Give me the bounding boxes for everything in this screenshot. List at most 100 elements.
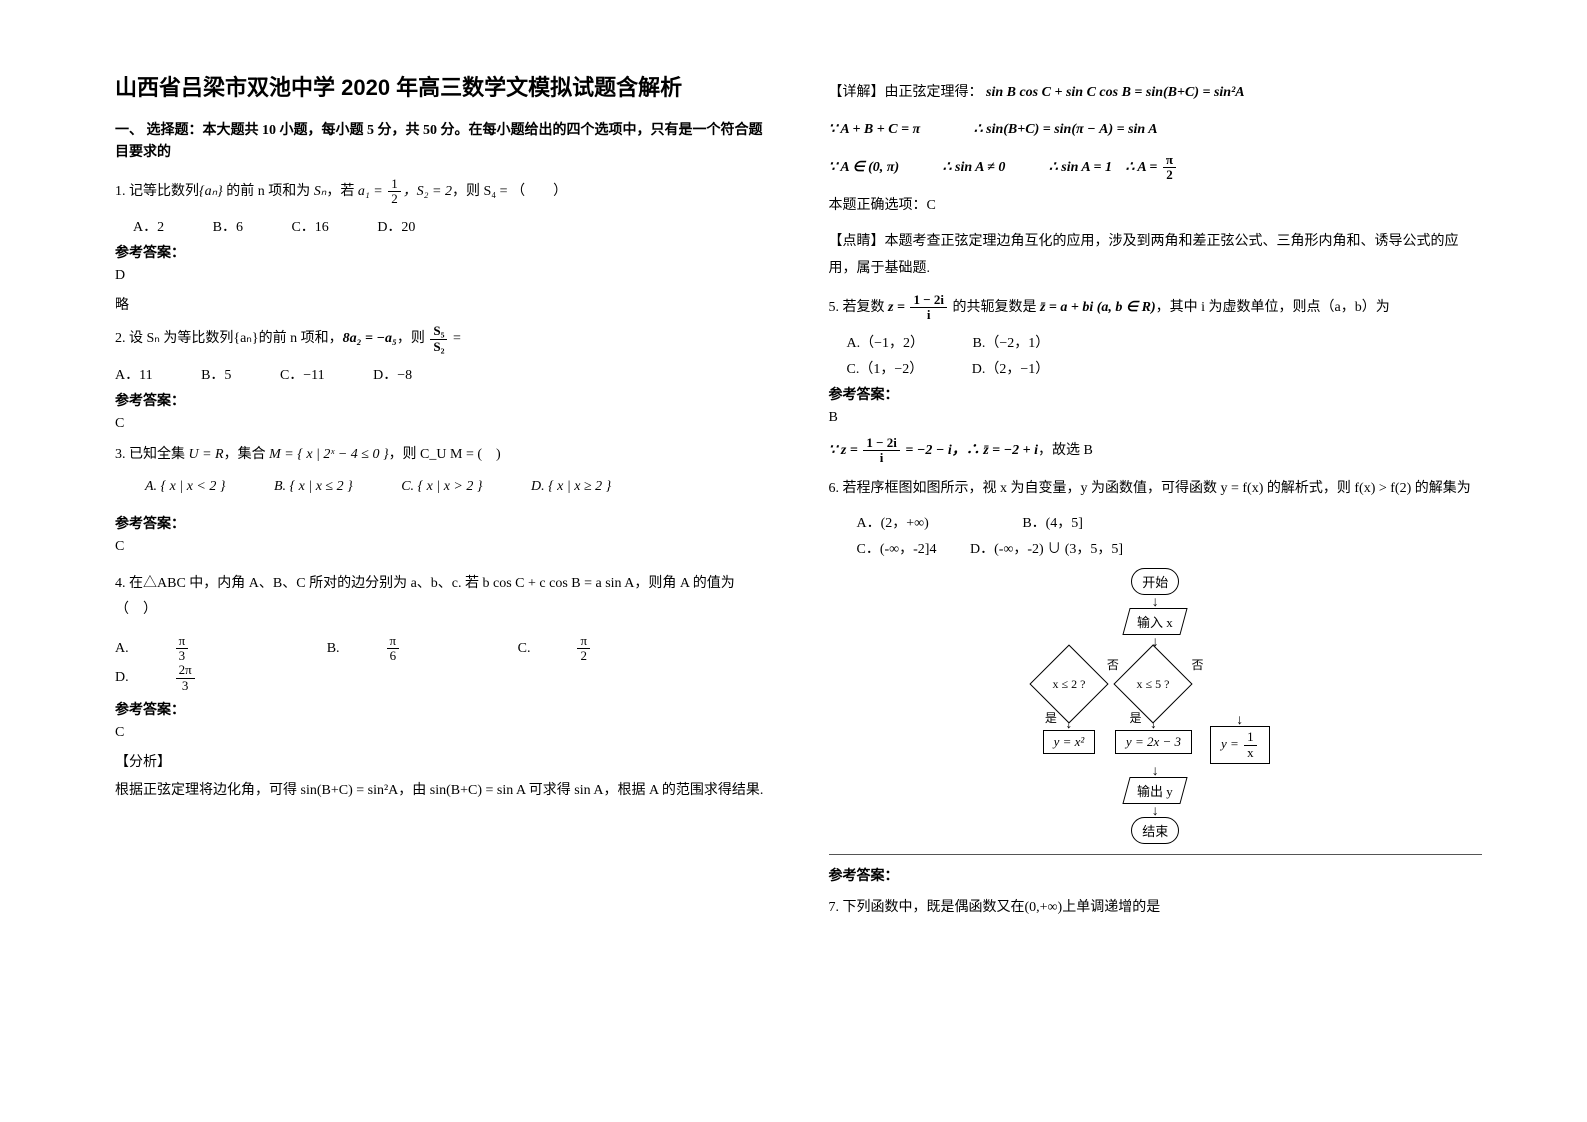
q1-a1-frac: 12 — [388, 177, 401, 207]
q6-options-row1: A．(2，+∞) B．(4，5] — [829, 512, 1483, 532]
fc-decision-row: x ≤ 2 ? 否 是 ↓ y = x² x ≤ 5 ? 否 是 ↓ y = 2… — [1015, 648, 1295, 767]
q4-optD: D. 2π3 — [115, 663, 285, 693]
q1-a1-label: a₁ = — [358, 184, 383, 199]
section-1-heading: 一、 选择题：本大题共 10 小题，每小题 5 分，共 50 分。在每小题给出的… — [115, 120, 769, 165]
q4d-l2a: ∵ A + B + C = π — [829, 122, 921, 137]
q4-detail-line2: ∵ A + B + C = π ∴ sin(B+C) = sin(π − A) … — [829, 117, 1483, 144]
q2-frac: S₅S₂ — [430, 324, 447, 354]
q3-m: M = { x | 2ˣ − 4 ≤ 0 } — [269, 447, 388, 462]
q2-options: A．11 B．5 C．−11 D．−8 — [115, 364, 769, 384]
fc-yes-label: 是 — [1129, 709, 1141, 726]
q3-end: ，则 C_U M = ( ) — [389, 447, 501, 462]
q2-eq1: 8a₂ = −a₅ — [343, 331, 397, 346]
q4-analysis: 根据正弦定理将边化角，可得 sin(B+C) = sin²A，由 sin(B+C… — [115, 777, 769, 805]
q4-answer: C — [115, 725, 769, 741]
q4-analysis-label: 【分析】 — [115, 751, 769, 771]
q3-optA: A. { x | x < 2 } — [145, 479, 225, 495]
fc-end: 结束 — [1131, 817, 1179, 844]
q2-eq-suffix: = — [449, 331, 460, 346]
q2-mid: ，则 — [397, 331, 429, 346]
q6-stem: 6. 若程序框图如图所示，视 x 为自变量，y 为函数值，可得函数 y = f(… — [829, 481, 1471, 496]
q4-answer-label: 参考答案： — [115, 699, 769, 719]
q5-work-end: ，故选 B — [1038, 443, 1093, 458]
q3-pre: 3. 已知全集 — [115, 447, 189, 462]
q4d-tip: 【点睛】本题考查正弦定理边角互化的应用，涉及到两角和差正弦公式、三角形内角和、诱… — [829, 229, 1483, 282]
q6-options-row2: C．(-∞，-2]4 D．(-∞，-2) ∪ (3，5，5] — [829, 538, 1483, 558]
divider — [829, 854, 1483, 855]
q3-answer: C — [115, 539, 769, 555]
q4d-label: 【详解】由正弦定理得： — [829, 85, 983, 100]
q6-optC: C．(-∞，-2]4 — [857, 538, 937, 558]
fc-no-label: 否 — [1191, 656, 1203, 673]
q5-optA: A.（−1，2） — [847, 332, 925, 352]
q5-zbar: z̄ = a + bi (a, b ∈ R) — [1040, 300, 1156, 315]
q4-optB: B. π6 — [327, 634, 489, 664]
q1-stem-pre: 1. 记等比数列 — [115, 184, 199, 199]
fc-box2: y = 2x − 3 — [1115, 730, 1192, 754]
question-5: 5. 若复数 z = 1 − 2ii 的共轭复数是 z̄ = a + bi (a… — [829, 293, 1483, 323]
q4-options: A. π3 B. π6 C. π2 D. 2π3 — [115, 634, 769, 693]
q3-optD: D. { x | x ≥ 2 } — [531, 479, 611, 495]
fc-input: 输入 x — [1123, 608, 1188, 635]
q5-work-frac: 1 − 2ii — [863, 436, 900, 466]
q5-pre: 5. 若复数 — [829, 300, 889, 315]
q5-options-row2: C.（1，−2） D.（2，−1） — [829, 358, 1483, 378]
q1-note: 略 — [115, 294, 769, 314]
q4d-l3a: ∵ A ∈ (0, π) — [829, 160, 900, 175]
q3-options: A. { x | x < 2 } B. { x | x ≤ 2 } C. { x… — [115, 479, 769, 495]
fc-col-1: x ≤ 2 ? 否 是 ↓ y = x² — [1041, 648, 1097, 757]
question-3: 3. 已知全集 U = R，集合 M = { x | 2ˣ − 4 ≤ 0 }，… — [115, 442, 769, 469]
q5-work-pre: ∵ z = — [829, 443, 862, 458]
fc-cond1: x ≤ 2 ? — [1029, 645, 1108, 724]
question-2: 2. 设 Sₙ 为等比数列{aₙ}的前 n 项和，8a₂ = −a₅，则 S₅S… — [115, 324, 769, 354]
q4-stem: 4. 在△ABC 中，内角 A、B、C 所对的边分别为 a、b、c. 若 b c… — [115, 576, 735, 618]
question-4: 4. 在△ABC 中，内角 A、B、C 所对的边分别为 a、b、c. 若 b c… — [115, 571, 769, 624]
document-title: 山西省吕梁市双池中学 2020 年高三数学文模拟试题含解析 — [115, 70, 769, 102]
q2-stem-pre: 2. 设 Sₙ 为等比数列{aₙ}的前 n 项和， — [115, 331, 343, 346]
q1-mid1: 的前 n 项和为 — [223, 184, 314, 199]
q1-sn: Sₙ — [314, 184, 327, 199]
fc-yes-label: 是 — [1045, 709, 1057, 726]
q4d-tip-label: 【点睛】 — [829, 234, 885, 249]
q4-optA: A. π3 — [115, 634, 278, 664]
right-column: 【详解】由正弦定理得： sin B cos C + sin C cos B = … — [799, 70, 1498, 1092]
question-7: 7. 下列函数中，既是偶函数又在(0,+∞)上单调递增的是 — [829, 895, 1483, 922]
q4d-l3d: ∴ A = π2 — [1125, 160, 1178, 175]
question-1: 1. 记等比数列{aₙ} 的前 n 项和为 Sₙ，若 a₁ = 12，S₂ = … — [115, 177, 769, 207]
q5-optD: D.（2，−1） — [972, 358, 1050, 378]
q2-optC: C．−11 — [280, 364, 325, 384]
q4d-l2b: ∴ sin(B+C) = sin(π − A) = sin A — [974, 122, 1158, 137]
q1-answer: D — [115, 268, 769, 284]
q1-s2: ，S₂ = 2 — [403, 184, 452, 199]
q3-optC: C. { x | x > 2 } — [401, 479, 482, 495]
q4d-l3c: ∴ sin A = 1 — [1049, 160, 1112, 175]
q5-options-row1: A.（−1，2） B.（−2，1） — [829, 332, 1483, 352]
q5-answer-label: 参考答案： — [829, 384, 1483, 404]
fc-arrow-icon: ↓ — [1015, 805, 1295, 819]
q4-detail-line1: 【详解】由正弦定理得： sin B cos C + sin C cos B = … — [829, 80, 1483, 107]
q5-z-frac: 1 − 2ii — [910, 293, 947, 323]
q2-optB: B．5 — [201, 364, 231, 384]
q3-u: U = R — [189, 447, 224, 462]
q1-optA: A．2 — [133, 216, 164, 236]
q5-optB: B.（−2，1） — [973, 332, 1050, 352]
q1-optB: B．6 — [213, 216, 243, 236]
q6-optB: B．(4，5] — [1022, 512, 1083, 532]
fc-cond2: x ≤ 5 ? — [1114, 645, 1193, 724]
q4d-l3b: ∴ sin A ≠ 0 — [943, 160, 1006, 175]
fc-col-2: x ≤ 5 ? 否 是 ↓ y = 2x − 3 — [1115, 648, 1192, 757]
fc-box1: y = x² — [1043, 730, 1096, 754]
fc-box3: y = 1x — [1210, 726, 1270, 764]
fc-output: 输出 y — [1123, 777, 1188, 804]
q1-seq: {aₙ} — [199, 184, 223, 199]
q3-optB: B. { x | x ≤ 2 } — [274, 479, 353, 495]
q5-answer: B — [829, 410, 1483, 426]
q1-options: A．2 B．6 C．16 D．20 — [115, 216, 769, 236]
q4-optC: C. π2 — [518, 634, 680, 664]
q1-optD: D．20 — [377, 216, 415, 236]
flowchart: 开始 ↓ 输入 x ↓ x ≤ 2 ? 否 是 ↓ y = x² x ≤ 5 ?… — [1015, 568, 1295, 844]
q6-optA: A．(2，+∞) — [857, 512, 929, 532]
q4d-eq1: sin B cos C + sin C cos B = sin(B+C) = s… — [986, 85, 1245, 100]
q1-optC: C．16 — [291, 216, 328, 236]
fc-col-3: ↓ y = 1x — [1210, 648, 1270, 767]
